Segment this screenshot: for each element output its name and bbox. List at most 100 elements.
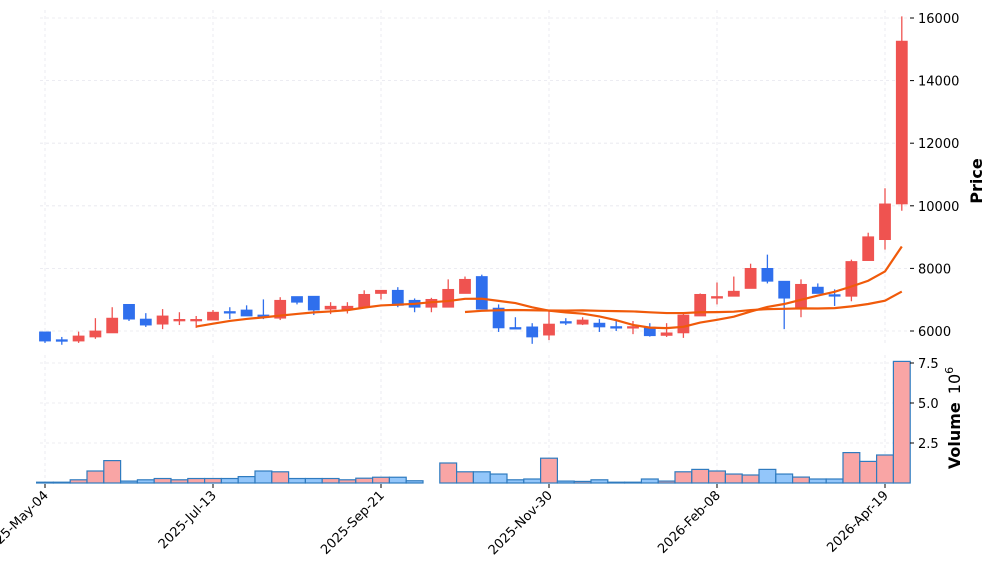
candle-body — [862, 236, 875, 261]
volume-tick-label: 7.5 — [918, 357, 939, 372]
volume-bar — [136, 479, 155, 484]
volume-bar — [523, 478, 542, 484]
candle-body — [677, 314, 690, 334]
price-tick-label: 8000 — [918, 262, 951, 277]
volume-tick-label: 2.5 — [918, 437, 939, 452]
volume-panel — [35, 360, 911, 484]
volume-bar — [859, 460, 878, 484]
volume-bar — [892, 360, 911, 484]
candle-body — [526, 326, 539, 338]
candle-body — [106, 317, 119, 334]
candle-body — [324, 305, 337, 310]
candle-body — [845, 261, 858, 297]
candle-body — [89, 330, 102, 338]
candle-body — [761, 267, 774, 282]
volume-bar — [254, 470, 273, 484]
volume-bar — [791, 476, 810, 484]
candle-body — [55, 339, 68, 342]
candle-body — [139, 318, 152, 326]
candle-body — [593, 322, 606, 328]
candle-body — [627, 326, 639, 329]
x-tick-label: 2025-Sep-21 — [318, 488, 388, 558]
candle-body — [274, 299, 287, 319]
volume-bar — [607, 481, 626, 484]
volume-bar — [52, 481, 71, 484]
volume-bar — [388, 476, 407, 484]
candle-body — [475, 276, 488, 310]
price-axis-label: Price — [967, 158, 986, 204]
volume-bar — [808, 478, 827, 484]
grid — [40, 10, 910, 484]
candle-body — [39, 331, 51, 342]
candle-body — [156, 315, 169, 325]
moving-averages — [196, 245, 903, 330]
volume-bar — [86, 470, 105, 484]
volume-bar — [338, 479, 357, 484]
volume-bar — [321, 477, 340, 484]
volume-bar — [489, 473, 508, 484]
candle-body — [694, 293, 707, 317]
candle-body — [291, 296, 303, 303]
volume-bar — [556, 480, 575, 484]
candle-body — [509, 327, 522, 330]
candle-body — [711, 296, 723, 299]
volume-bar — [304, 477, 323, 484]
volume-bar — [456, 471, 475, 484]
candle-body — [828, 294, 841, 297]
candle-body — [223, 311, 236, 314]
candle-body — [375, 289, 387, 294]
candle-body — [442, 288, 455, 308]
candle-body — [559, 321, 572, 324]
volume-bar — [775, 473, 794, 484]
volume-bar — [539, 457, 558, 484]
candle-body — [173, 319, 186, 322]
candle-body — [391, 289, 404, 306]
volume-bar — [623, 481, 642, 484]
volume-bar — [170, 479, 189, 484]
x-tick-label: 2025-Nov-30 — [486, 488, 556, 558]
candle-body — [190, 319, 203, 322]
volume-bar — [875, 454, 894, 484]
price-panel — [39, 16, 908, 345]
volume-bar — [220, 477, 239, 484]
candle-body — [72, 335, 85, 342]
candle-body — [895, 40, 908, 205]
candle-body — [240, 309, 253, 317]
volume-bar — [439, 462, 458, 484]
volume-bar — [288, 477, 307, 484]
candle-body — [358, 293, 371, 308]
candle-body — [660, 332, 673, 336]
volume-bar — [741, 474, 760, 484]
candle-body — [123, 303, 135, 320]
candle-body — [778, 280, 791, 299]
candle-body — [727, 290, 740, 297]
volume-bar — [237, 476, 256, 484]
candle-body — [795, 283, 807, 308]
volume-tick-label: 5.0 — [918, 397, 939, 412]
candle-body — [610, 326, 623, 329]
candle-body — [744, 267, 757, 289]
price-tick-label: 10000 — [918, 200, 959, 215]
volume-bar — [724, 473, 743, 484]
price-tick-label: 14000 — [918, 75, 959, 90]
price-tick-label: 12000 — [918, 137, 959, 152]
candle-body — [492, 307, 505, 329]
candle-body — [811, 286, 824, 294]
candle-body — [307, 295, 320, 311]
x-tick-label: 2026-Apr-19 — [824, 488, 891, 555]
volume-bar — [153, 477, 172, 484]
x-tick-label: 2025-May-04 — [0, 488, 52, 559]
volume-bar — [372, 476, 391, 484]
volume-bar — [103, 460, 122, 484]
candle-body — [543, 323, 555, 336]
volume-bar — [573, 480, 592, 484]
volume-bar — [35, 481, 54, 484]
volume-bar — [590, 479, 609, 484]
volume-bar — [355, 477, 374, 484]
price-tick-label: 6000 — [918, 325, 951, 340]
moving-average-line-26 — [464, 290, 903, 315]
volume-bar — [119, 480, 138, 484]
volume-bar — [758, 468, 777, 484]
price-tick-label: 16000 — [918, 12, 959, 27]
